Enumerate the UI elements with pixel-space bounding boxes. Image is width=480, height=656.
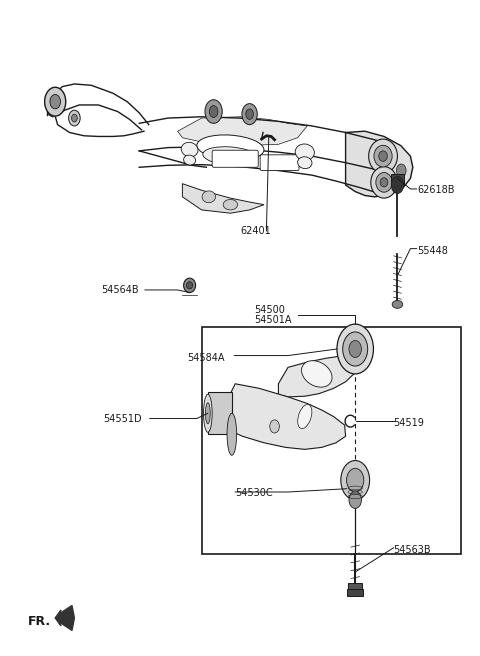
Polygon shape <box>55 605 74 630</box>
Circle shape <box>50 94 60 109</box>
Text: 54519: 54519 <box>394 418 424 428</box>
Text: 54500: 54500 <box>254 304 285 315</box>
Ellipse shape <box>379 151 387 161</box>
FancyBboxPatch shape <box>212 150 258 167</box>
Ellipse shape <box>298 405 312 428</box>
Ellipse shape <box>186 281 193 289</box>
Circle shape <box>69 110 80 126</box>
Text: 54564B: 54564B <box>101 285 138 295</box>
Circle shape <box>349 340 361 358</box>
Text: 62401: 62401 <box>240 226 271 236</box>
Polygon shape <box>182 184 264 213</box>
Circle shape <box>209 106 218 117</box>
Text: 54551D: 54551D <box>103 413 142 424</box>
Circle shape <box>347 468 364 492</box>
Ellipse shape <box>197 135 264 160</box>
Ellipse shape <box>202 191 216 203</box>
Ellipse shape <box>301 361 332 387</box>
Circle shape <box>396 164 406 177</box>
Ellipse shape <box>203 147 258 165</box>
Circle shape <box>270 420 279 433</box>
Circle shape <box>45 87 66 116</box>
FancyBboxPatch shape <box>260 155 299 171</box>
Circle shape <box>246 109 253 119</box>
Circle shape <box>337 324 373 374</box>
Ellipse shape <box>392 300 403 308</box>
Text: 54501A: 54501A <box>254 315 292 325</box>
Polygon shape <box>347 480 364 500</box>
Circle shape <box>72 114 77 122</box>
Bar <box>348 583 362 590</box>
Circle shape <box>205 100 222 123</box>
Ellipse shape <box>376 173 392 192</box>
Circle shape <box>242 104 257 125</box>
Text: 54584A: 54584A <box>187 352 225 363</box>
Text: 54530C: 54530C <box>235 488 273 499</box>
Ellipse shape <box>371 167 397 198</box>
Text: 54563B: 54563B <box>394 544 431 555</box>
Bar <box>202 327 461 554</box>
Polygon shape <box>278 354 355 397</box>
Text: FR.: FR. <box>28 615 51 628</box>
Polygon shape <box>223 384 346 449</box>
Circle shape <box>349 491 361 508</box>
Text: 62618B: 62618B <box>418 185 455 195</box>
Ellipse shape <box>295 144 314 161</box>
Circle shape <box>391 176 404 194</box>
Circle shape <box>341 461 370 500</box>
Circle shape <box>343 332 368 366</box>
Ellipse shape <box>184 155 195 165</box>
Bar <box>391 174 404 185</box>
Ellipse shape <box>205 403 210 424</box>
Ellipse shape <box>184 278 196 293</box>
Bar <box>347 589 363 596</box>
Ellipse shape <box>204 394 212 432</box>
Bar <box>208 392 232 434</box>
Ellipse shape <box>298 157 312 169</box>
Polygon shape <box>178 117 307 146</box>
Ellipse shape <box>369 139 397 173</box>
Ellipse shape <box>223 199 238 210</box>
Ellipse shape <box>380 178 388 187</box>
Ellipse shape <box>181 142 198 157</box>
Text: 55448: 55448 <box>418 245 448 256</box>
Ellipse shape <box>374 145 392 167</box>
Polygon shape <box>346 131 413 197</box>
Ellipse shape <box>227 413 237 455</box>
